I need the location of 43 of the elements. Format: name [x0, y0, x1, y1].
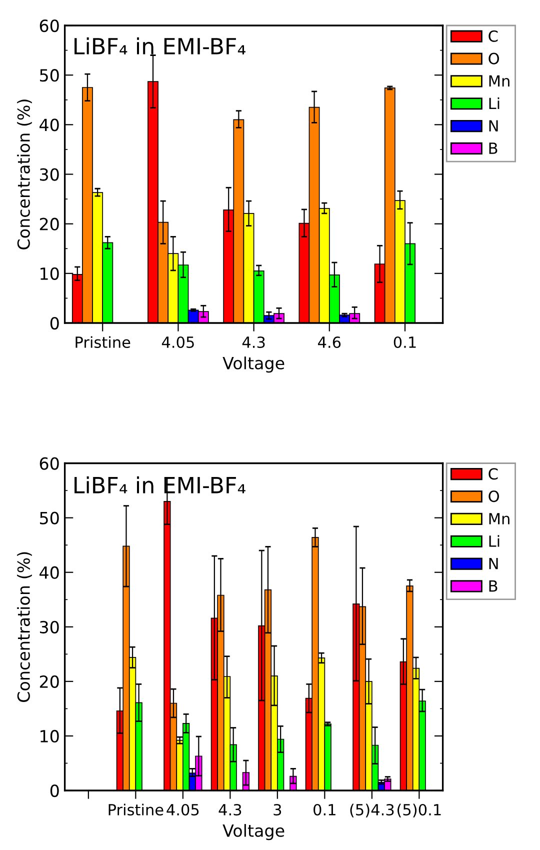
- y-tick-label: 20: [40, 218, 59, 230]
- x-tick-label: Pristine: [108, 804, 164, 816]
- chart-title: LiBF₄ in EMI-BF₄: [74, 37, 246, 54]
- y-tick-label: 30: [40, 168, 59, 181]
- x-tick-label: (5)4.3: [350, 804, 394, 818]
- y-tick-label: 50: [40, 69, 59, 82]
- legend-label: C: [488, 468, 498, 480]
- y-tick-label: 30: [40, 620, 59, 634]
- y-tick-label: 50: [40, 512, 59, 524]
- legend-label: C: [488, 30, 498, 42]
- legend-label: Mn: [489, 75, 510, 87]
- y-axis-title: Concentration (%): [17, 100, 32, 250]
- legend-label: O: [488, 490, 499, 502]
- legend-label: Mn: [489, 513, 510, 524]
- y-tick-label: 20: [40, 675, 59, 688]
- y-axis-title: Concentration (%): [17, 552, 32, 702]
- x-tick-label: 3: [274, 804, 282, 816]
- y-tick-label: 0: [50, 316, 59, 330]
- x-tick-label: 4.05: [162, 336, 194, 348]
- y-tick-label: 40: [40, 566, 59, 579]
- y-tick-label: 60: [40, 19, 59, 32]
- y-tick-label: 0: [50, 784, 59, 798]
- x-tick-label: (5)0.1: [398, 804, 441, 818]
- x-tick-label: 4.3: [218, 804, 242, 816]
- x-tick-label: 4.6: [318, 336, 341, 348]
- x-tick-label: Pristine: [76, 336, 130, 348]
- y-tick-label: 10: [40, 267, 59, 280]
- x-tick-label: 0.1: [394, 336, 416, 348]
- legend-label: O: [488, 52, 499, 64]
- y-tick-label: 40: [40, 118, 59, 132]
- x-axis-title: Voltage: [222, 356, 284, 373]
- legend-label: Li: [489, 535, 500, 547]
- legend-label: N: [489, 120, 498, 132]
- y-tick-label: 10: [40, 730, 59, 743]
- x-axis-title: Voltage: [222, 824, 284, 840]
- x-tick-label: 4.05: [166, 804, 199, 816]
- x-tick-label: 4.3: [242, 336, 265, 348]
- y-tick-label: 60: [40, 457, 59, 470]
- legend-label: Li: [489, 97, 500, 109]
- x-tick-label: 0.1: [314, 804, 336, 816]
- legend-label: N: [489, 558, 498, 570]
- legend-label: B: [489, 142, 498, 154]
- legend-label: B: [489, 580, 498, 592]
